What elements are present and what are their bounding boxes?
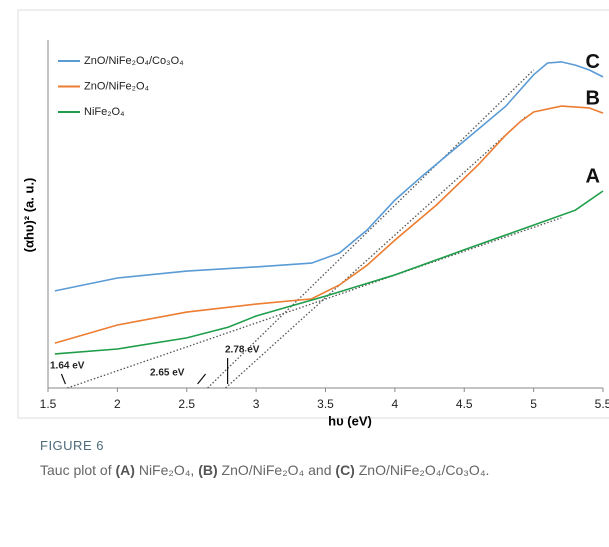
curve-label: C [586,51,600,73]
x-tick-label: 2 [114,397,121,411]
figure-label: FIGURE 6 [40,438,104,453]
caption-panel-ref: (B) [198,462,218,478]
x-tick-label: 4.5 [456,397,473,411]
x-tick-label: 3 [253,397,260,411]
series-line [54,61,604,292]
annotation: 2.65 eV [150,368,185,379]
caption-text: Tauc plot of (A) NiFe₂O₄, (B) ZnO/NiFe₂O… [40,459,580,481]
series-line [54,105,604,344]
annotation: 1.64 eV [50,361,85,372]
caption: FIGURE 6 Tauc plot of (A) NiFe₂O₄, (B) Z… [40,438,580,481]
legend-label: NiFe₂O₄ [84,106,125,118]
x-tick-label: 1.5 [40,397,57,411]
caption-panel-ref: (C) [335,462,355,478]
fit-line [225,115,528,389]
caption-fragment: ZnO/NiFe₂O₄ and [217,462,336,478]
x-tick-label: 4 [392,397,399,411]
caption-fragment: Tauc plot of [40,462,116,478]
chart: hυ (eV) (αhυ)² (a. u.) 1.5 2 2.5 3 3.5 4 4.5 5 5… [17,9,609,428]
x-axis-label: hυ (eV) [328,413,372,428]
curve-label: A [586,165,600,187]
fit-line [207,69,535,389]
legend-label: ZnO/NiFe₂O₄ [84,80,150,92]
annotation-arrow [60,373,66,385]
series-line [54,190,604,355]
caption-fragment: NiFe₂O₄, [134,462,199,478]
x-tick-label: 5.5 [595,397,609,411]
caption-panel-ref: (A) [115,462,135,478]
x-tick-label: 2.5 [178,397,195,411]
legend-label: ZnO/NiFe₂O₄/Co₃O₄ [84,55,184,67]
figure-frame [17,9,609,419]
annotation: 2.78 eV [225,345,260,356]
annotation-arrow [197,373,207,385]
y-axis-label: (αhυ)² (a. u.) [21,178,36,253]
caption-fragment: ZnO/NiFe₂O₄/Co₃O₄. [354,462,490,478]
curve-label: B [586,87,600,109]
x-tick-label: 3.5 [317,397,334,411]
fit-line [67,217,562,389]
x-tick-label: 5 [530,397,537,411]
